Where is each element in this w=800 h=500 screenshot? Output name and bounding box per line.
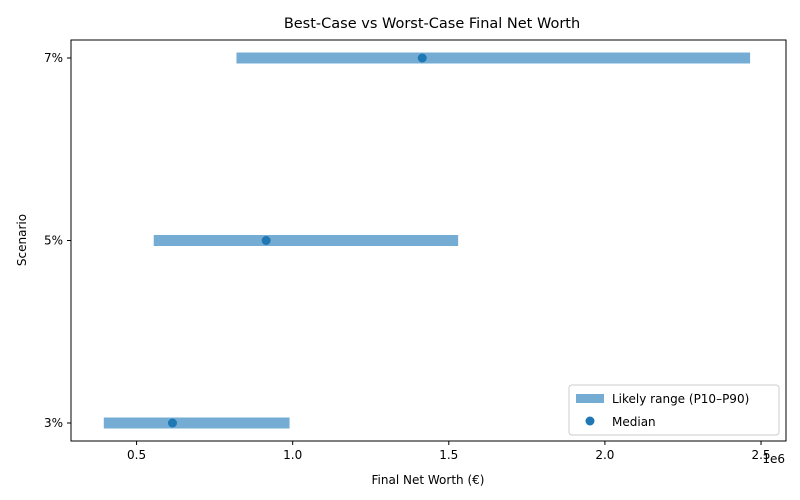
x-tick-label: 2.0 xyxy=(595,448,614,462)
chart-title: Best-Case vs Worst-Case Final Net Worth xyxy=(284,16,580,32)
legend-label-median: Median xyxy=(612,415,656,429)
y-axis-label: Scenario xyxy=(15,214,29,266)
legend-label-likely-range: Likely range (P10–P90) xyxy=(612,392,749,406)
x-tick-label: 1.0 xyxy=(283,448,302,462)
x-axis-offset-label: 1e6 xyxy=(762,452,785,466)
x-axis-label: Final Net Worth (€) xyxy=(372,473,485,487)
median-point-5pct xyxy=(261,236,271,245)
x-tick-label: 1.5 xyxy=(439,448,458,462)
x-tick-label: 0.5 xyxy=(127,448,146,462)
median-point-7pct xyxy=(417,53,427,63)
y-tick-label: 7% xyxy=(44,51,63,65)
legend-swatch-median xyxy=(585,416,595,426)
y-tick-label: 5% xyxy=(44,234,63,248)
legend: Likely range (P10–P90) Median xyxy=(568,384,780,436)
range-bar-7pct xyxy=(236,52,751,64)
x-tick-label: 2.5 xyxy=(751,448,770,462)
range-bar-3pct xyxy=(103,417,290,429)
legend-box xyxy=(568,384,780,436)
y-tick-label: 3% xyxy=(44,416,63,430)
legend-swatch-likely-range xyxy=(576,394,604,403)
median-point-3pct xyxy=(167,418,177,428)
range-bar-5pct xyxy=(153,235,459,246)
